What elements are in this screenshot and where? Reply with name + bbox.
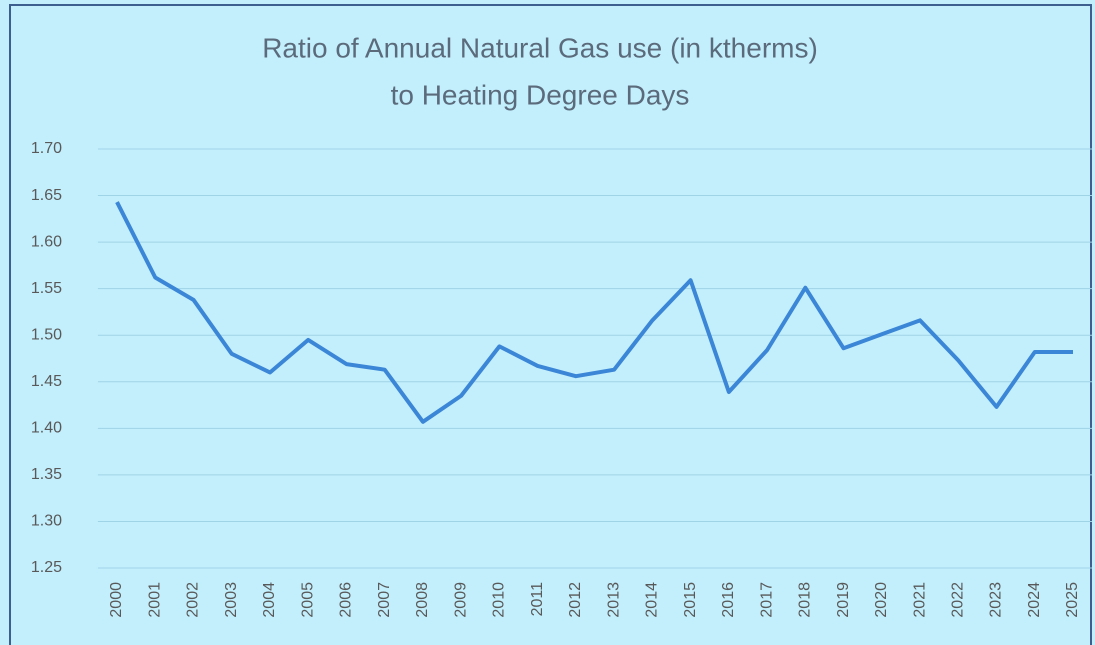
x-tick-label: 2023 — [988, 582, 1005, 618]
x-tick-label: 2008 — [414, 582, 431, 618]
x-tick-label: 2015 — [682, 582, 699, 618]
y-tick-label: 1.70 — [31, 140, 62, 157]
x-tick-label: 2016 — [720, 582, 737, 618]
chart-title: Ratio of Annual Natural Gas use (in kthe… — [262, 32, 818, 63]
x-tick-label: 2010 — [491, 582, 508, 618]
y-tick-label: 1.60 — [31, 233, 62, 250]
x-tick-label: 2003 — [223, 582, 240, 618]
y-tick-label: 1.45 — [31, 373, 62, 390]
x-tick-label: 2025 — [1064, 582, 1081, 618]
x-tick-label: 2020 — [873, 582, 890, 618]
x-tick-label: 2018 — [797, 582, 814, 618]
x-tick-label: 2002 — [185, 582, 202, 618]
y-tick-label: 1.55 — [31, 280, 62, 297]
x-tick-label: 2021 — [911, 582, 928, 618]
chart-title: to Heating Degree Days — [391, 79, 690, 110]
y-tick-label: 1.65 — [31, 187, 62, 204]
x-tick-label: 2005 — [299, 582, 316, 618]
x-tick-label: 2017 — [758, 582, 775, 618]
x-tick-label: 2009 — [452, 582, 469, 618]
x-tick-label: 2000 — [108, 582, 125, 618]
x-tick-label: 2011 — [529, 582, 546, 617]
x-tick-label: 2007 — [376, 582, 393, 618]
y-tick-label: 1.25 — [31, 559, 62, 576]
y-tick-label: 1.50 — [31, 326, 62, 343]
x-tick-label: 2006 — [338, 582, 355, 618]
y-tick-label: 1.40 — [31, 420, 62, 437]
x-tick-label: 2019 — [835, 582, 852, 618]
x-tick-label: 2024 — [1026, 582, 1043, 618]
y-tick-label: 1.30 — [31, 513, 62, 530]
x-tick-label: 2004 — [261, 582, 278, 618]
x-tick-label: 2022 — [949, 582, 966, 618]
x-tick-label: 2013 — [605, 582, 622, 618]
y-tick-label: 1.35 — [31, 466, 62, 483]
data-line — [115, 201, 1073, 424]
x-tick-label: 2012 — [567, 582, 584, 618]
x-tick-label: 2014 — [644, 582, 661, 618]
x-tick-label: 2001 — [146, 582, 163, 618]
